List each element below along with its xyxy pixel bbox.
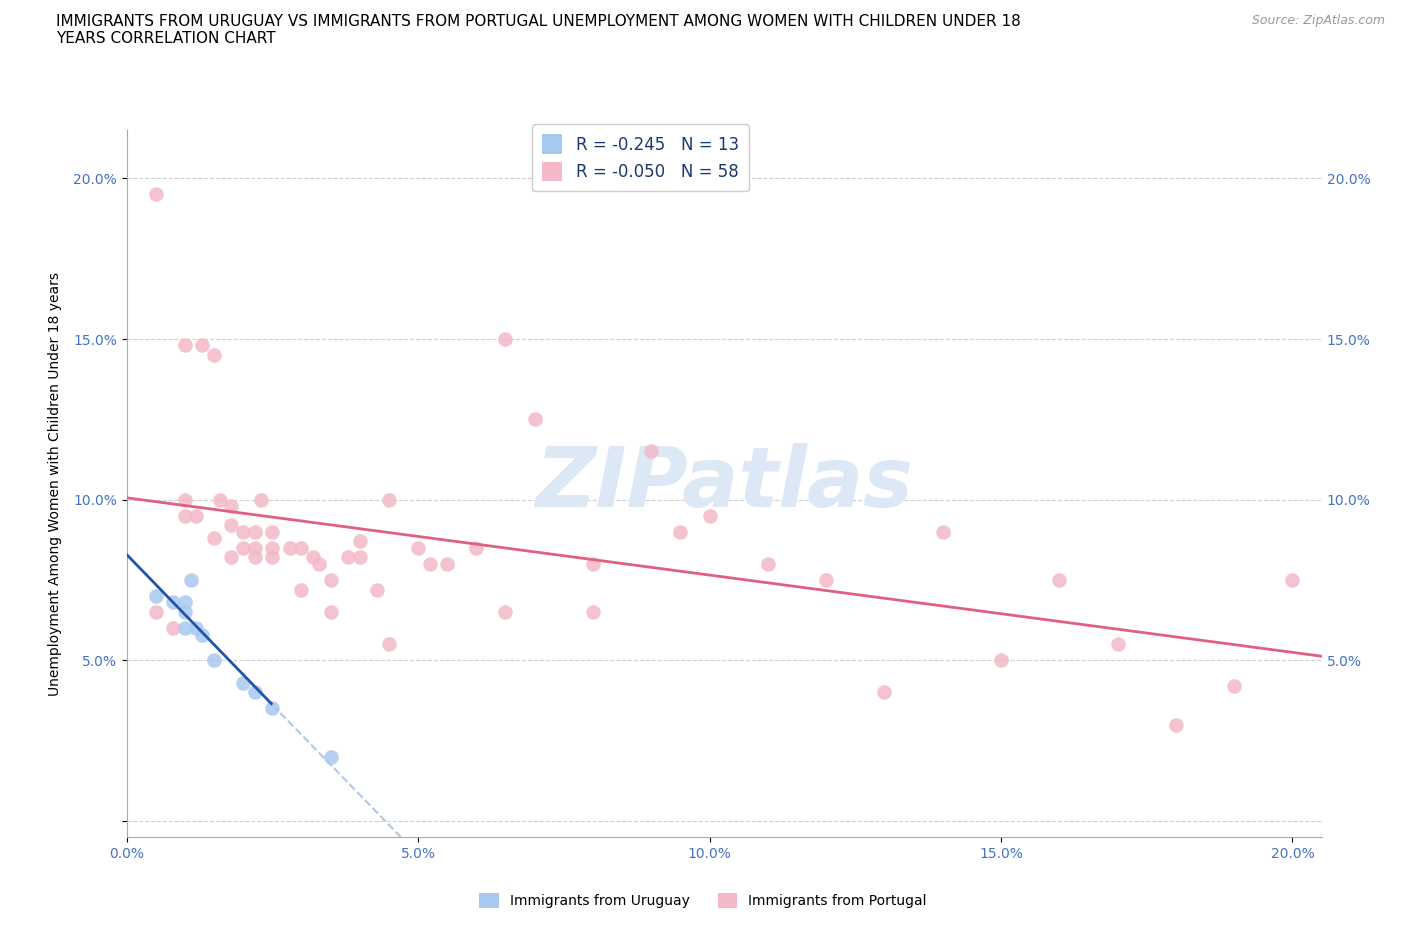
Point [699, 509, 721, 524]
Point [319, 604, 342, 619]
Point [931, 525, 953, 539]
Point [191, 627, 214, 642]
Text: IMMIGRANTS FROM URUGUAY VS IMMIGRANTS FROM PORTUGAL UNEMPLOYMENT AMONG WOMEN WIT: IMMIGRANTS FROM URUGUAY VS IMMIGRANTS FR… [56, 14, 1021, 46]
Point [319, 750, 342, 764]
Point [249, 492, 271, 507]
Point [523, 412, 546, 427]
Point [640, 444, 662, 458]
Point [669, 525, 692, 539]
Point [495, 332, 517, 347]
Point [1047, 573, 1070, 588]
Point [302, 550, 325, 565]
Point [349, 550, 371, 565]
Point [232, 675, 254, 690]
Point [173, 620, 195, 635]
Point [173, 595, 195, 610]
Point [756, 556, 779, 571]
Point [191, 338, 214, 352]
Text: Source: ZipAtlas.com: Source: ZipAtlas.com [1251, 14, 1385, 27]
Point [465, 540, 488, 555]
Point [262, 540, 284, 555]
Point [1281, 573, 1303, 588]
Point [145, 589, 167, 604]
Legend: R = -0.245   N = 13, R = -0.050   N = 58: R = -0.245 N = 13, R = -0.050 N = 58 [533, 125, 748, 192]
Point [202, 531, 225, 546]
Point [290, 540, 312, 555]
Text: ZIPatlas: ZIPatlas [536, 443, 912, 525]
Y-axis label: Unemployment Among Women with Children Under 18 years: Unemployment Among Women with Children U… [48, 272, 62, 696]
Point [366, 582, 388, 597]
Point [221, 498, 243, 513]
Point [290, 582, 312, 597]
Point [186, 509, 208, 524]
Point [162, 595, 184, 610]
Point [278, 540, 301, 555]
Legend: Immigrants from Uruguay, Immigrants from Portugal: Immigrants from Uruguay, Immigrants from… [474, 888, 932, 914]
Point [419, 556, 441, 571]
Point [815, 573, 838, 588]
Point [221, 518, 243, 533]
Point [262, 701, 284, 716]
Point [162, 620, 184, 635]
Point [1107, 637, 1129, 652]
Point [173, 338, 195, 352]
Point [495, 604, 517, 619]
Point [262, 550, 284, 565]
Point [337, 550, 360, 565]
Point [180, 573, 202, 588]
Point [208, 492, 231, 507]
Point [145, 604, 167, 619]
Point [308, 556, 330, 571]
Point [186, 620, 208, 635]
Point [406, 540, 429, 555]
Point [378, 637, 401, 652]
Point [1164, 717, 1187, 732]
Point [232, 525, 254, 539]
Point [873, 685, 896, 700]
Point [262, 525, 284, 539]
Point [173, 492, 195, 507]
Point [221, 550, 243, 565]
Point [378, 492, 401, 507]
Point [349, 534, 371, 549]
Point [173, 509, 195, 524]
Point [202, 653, 225, 668]
Point [173, 604, 195, 619]
Point [990, 653, 1012, 668]
Point [582, 604, 605, 619]
Point [436, 556, 458, 571]
Point [145, 187, 167, 202]
Point [1223, 679, 1246, 694]
Point [582, 556, 605, 571]
Point [243, 525, 266, 539]
Point [243, 685, 266, 700]
Point [243, 550, 266, 565]
Point [319, 573, 342, 588]
Point [202, 348, 225, 363]
Point [232, 540, 254, 555]
Point [243, 540, 266, 555]
